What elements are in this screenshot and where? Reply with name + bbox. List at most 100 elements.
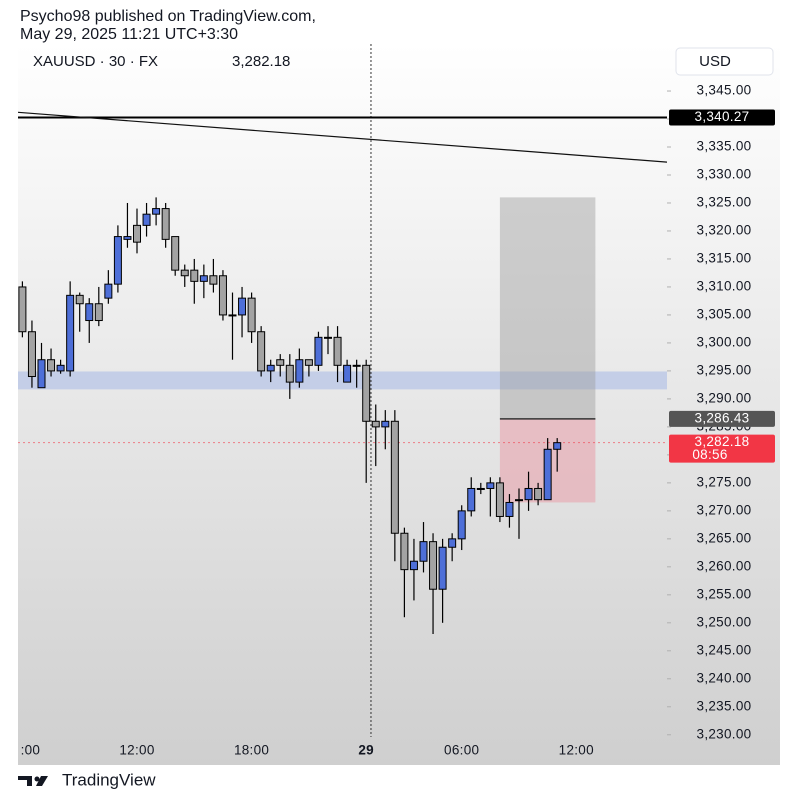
candle-body — [238, 297, 247, 316]
y-tick-label: 3,325.00 — [697, 195, 752, 210]
candle-body — [390, 420, 399, 534]
candle-body — [228, 314, 237, 317]
candle-body — [171, 236, 180, 271]
candle-body — [47, 359, 56, 372]
horizontal-line-label: 3,340.27 — [695, 109, 750, 124]
chart-background — [18, 44, 780, 765]
candle-body — [467, 487, 476, 512]
currency-box[interactable] — [675, 47, 774, 76]
candle-body — [314, 336, 323, 366]
candle-body — [438, 546, 447, 590]
candle-body — [295, 359, 304, 383]
candle-body — [209, 275, 218, 285]
x-tick-label: 18:00 — [234, 743, 269, 758]
publish-date: May 29, 2025 11:21 UTC+3:30 — [20, 26, 238, 43]
candle-body — [343, 364, 352, 383]
candle-body — [333, 336, 342, 366]
candle-body — [409, 560, 418, 571]
y-tick-label: 3,300.00 — [697, 334, 752, 349]
candle-body — [247, 297, 256, 333]
x-tick-label: :00 — [21, 743, 41, 758]
y-tick-label: 3,310.00 — [697, 279, 752, 294]
entry-label: 3,286.43 — [695, 410, 750, 425]
candle-body — [161, 208, 170, 240]
x-tick-label: 12:00 — [559, 743, 594, 758]
candle-body — [199, 275, 208, 282]
candle-body — [266, 364, 275, 372]
x-tick-label: 12:00 — [119, 743, 154, 758]
candle-body — [429, 541, 438, 590]
candle-body — [218, 275, 227, 316]
y-tick-label: 3,245.00 — [697, 642, 752, 657]
last-price-label: 3,282.18 — [695, 434, 750, 449]
y-tick-label: 3,265.00 — [697, 530, 752, 545]
candle-body — [476, 487, 485, 490]
countdown: 08:56 — [692, 447, 727, 462]
y-tick-label: 3,345.00 — [697, 83, 752, 98]
candle-body — [457, 510, 466, 540]
y-tick-label: 3,290.00 — [697, 390, 752, 405]
candle-body — [152, 208, 161, 215]
y-tick-label: 3,320.00 — [697, 223, 752, 238]
header-price: 3,282.18 — [232, 53, 290, 70]
candle-body — [381, 420, 390, 428]
candle-body — [419, 541, 428, 562]
symbol: XAUUSD · 30 · FX — [33, 53, 158, 70]
candle-body — [543, 448, 552, 501]
y-tick-label: 3,230.00 — [697, 726, 752, 741]
candle-body — [400, 532, 409, 571]
y-tick-label: 3,330.00 — [697, 167, 752, 182]
candle-body — [285, 364, 294, 383]
candle-body — [142, 213, 151, 226]
horizontal-line-label-box — [669, 109, 775, 126]
candle-body — [257, 331, 266, 372]
candle-body — [27, 331, 36, 378]
candle-body — [276, 359, 285, 366]
candle-body — [85, 303, 94, 322]
y-tick-label: 3,240.00 — [697, 670, 752, 685]
candle-body — [495, 482, 504, 517]
zone — [18, 371, 667, 390]
candle-body — [113, 236, 122, 285]
y-tick-label: 3,315.00 — [697, 251, 752, 266]
y-tick-label: 3,255.00 — [697, 586, 752, 601]
candle-body — [486, 482, 495, 489]
y-tick-label: 3,270.00 — [697, 502, 752, 517]
x-tick-label: 29 — [358, 743, 374, 758]
candle-body — [66, 294, 75, 372]
candle-body — [352, 364, 361, 367]
candle-body — [180, 269, 189, 277]
y-tick-label: 3,305.00 — [697, 306, 752, 321]
candle-body — [371, 420, 380, 428]
candle-body — [133, 224, 141, 243]
candle-body — [553, 442, 562, 450]
entry-label-box — [669, 410, 775, 427]
candle-body — [123, 236, 132, 240]
tv-logo — [18, 776, 48, 786]
currency[interactable]: USD — [699, 53, 731, 70]
y-tick-label: 3,260.00 — [697, 558, 752, 573]
trendline — [18, 111, 667, 163]
y-tick-label: 3,275.00 — [697, 474, 752, 489]
publisher: Psycho98 published on TradingView.com, — [20, 8, 316, 25]
candle-body — [18, 286, 27, 333]
target-zone — [499, 197, 596, 419]
x-tick-label: 06:00 — [444, 743, 479, 758]
y-tick-label: 3,295.00 — [697, 362, 752, 377]
candle-body — [190, 269, 199, 282]
candle-body — [448, 538, 457, 548]
candle-body — [56, 364, 65, 372]
candle-body — [515, 499, 523, 502]
brand: TradingView — [62, 770, 156, 789]
candle-body — [534, 487, 543, 501]
candle-body — [104, 283, 113, 299]
candle-body — [304, 359, 313, 366]
candle-body — [524, 487, 533, 501]
y-tick-label: 3,235.00 — [697, 698, 752, 713]
candle-body — [94, 303, 103, 322]
y-tick-label: 3,250.00 — [697, 614, 752, 629]
y-tick-label: 3,335.00 — [697, 139, 752, 154]
last-price-box — [669, 434, 775, 463]
